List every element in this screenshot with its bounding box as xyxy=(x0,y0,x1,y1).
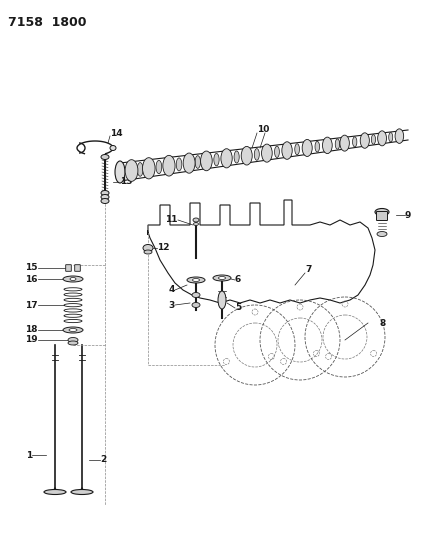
Ellipse shape xyxy=(241,147,252,165)
Text: 5: 5 xyxy=(235,303,241,312)
Ellipse shape xyxy=(192,293,200,297)
Ellipse shape xyxy=(375,208,389,215)
FancyBboxPatch shape xyxy=(377,212,387,221)
Ellipse shape xyxy=(110,146,116,150)
Text: 10: 10 xyxy=(257,125,269,134)
Text: 6: 6 xyxy=(235,276,241,285)
Ellipse shape xyxy=(143,158,155,179)
Ellipse shape xyxy=(63,327,83,333)
Ellipse shape xyxy=(353,137,357,147)
Ellipse shape xyxy=(192,303,200,308)
Text: 2: 2 xyxy=(100,456,106,464)
Text: 9: 9 xyxy=(405,211,411,220)
Ellipse shape xyxy=(214,154,219,166)
Ellipse shape xyxy=(372,135,375,144)
Ellipse shape xyxy=(101,190,109,196)
Ellipse shape xyxy=(389,133,393,142)
Ellipse shape xyxy=(262,144,272,162)
Ellipse shape xyxy=(68,341,78,345)
Ellipse shape xyxy=(360,133,369,148)
Ellipse shape xyxy=(218,291,226,309)
Ellipse shape xyxy=(70,278,76,280)
Text: 1: 1 xyxy=(26,450,32,459)
Text: 12: 12 xyxy=(157,244,169,253)
Ellipse shape xyxy=(156,160,162,174)
Text: 8: 8 xyxy=(380,319,386,327)
Ellipse shape xyxy=(322,137,332,154)
Text: 14: 14 xyxy=(110,128,123,138)
Ellipse shape xyxy=(68,337,78,343)
Ellipse shape xyxy=(213,275,231,281)
Ellipse shape xyxy=(219,277,226,279)
Ellipse shape xyxy=(335,139,340,149)
Text: 17: 17 xyxy=(25,301,38,310)
Ellipse shape xyxy=(193,279,199,281)
Ellipse shape xyxy=(195,156,200,168)
Ellipse shape xyxy=(144,250,152,254)
Ellipse shape xyxy=(193,222,199,225)
Ellipse shape xyxy=(176,158,182,171)
FancyBboxPatch shape xyxy=(75,265,80,271)
Text: 4: 4 xyxy=(169,286,175,295)
Ellipse shape xyxy=(137,163,143,176)
Ellipse shape xyxy=(115,161,125,183)
Text: 19: 19 xyxy=(25,335,38,344)
Ellipse shape xyxy=(183,153,195,173)
Text: 16: 16 xyxy=(26,274,38,284)
FancyBboxPatch shape xyxy=(66,265,71,271)
Ellipse shape xyxy=(101,198,109,204)
Ellipse shape xyxy=(163,155,175,176)
Ellipse shape xyxy=(143,245,153,252)
Ellipse shape xyxy=(340,135,349,151)
Ellipse shape xyxy=(234,151,239,163)
Text: 11: 11 xyxy=(166,215,178,224)
Ellipse shape xyxy=(44,489,66,495)
Text: 3: 3 xyxy=(169,301,175,310)
Text: 18: 18 xyxy=(26,326,38,335)
Ellipse shape xyxy=(125,160,138,181)
Ellipse shape xyxy=(69,328,77,332)
Text: 7: 7 xyxy=(305,265,312,274)
Text: 7158  1800: 7158 1800 xyxy=(8,15,86,28)
Ellipse shape xyxy=(101,195,109,199)
Ellipse shape xyxy=(395,129,404,143)
Text: 13: 13 xyxy=(120,177,133,187)
Ellipse shape xyxy=(377,231,387,237)
Text: 15: 15 xyxy=(26,263,38,272)
Ellipse shape xyxy=(71,489,93,495)
Ellipse shape xyxy=(315,141,320,152)
Ellipse shape xyxy=(187,277,205,283)
Ellipse shape xyxy=(274,146,279,157)
Ellipse shape xyxy=(282,142,292,159)
Ellipse shape xyxy=(201,151,212,171)
Ellipse shape xyxy=(193,218,199,222)
Ellipse shape xyxy=(302,140,312,157)
Ellipse shape xyxy=(254,149,259,160)
Ellipse shape xyxy=(221,149,232,168)
Ellipse shape xyxy=(63,276,83,282)
Ellipse shape xyxy=(377,131,386,146)
Ellipse shape xyxy=(295,144,300,155)
Ellipse shape xyxy=(101,155,109,159)
